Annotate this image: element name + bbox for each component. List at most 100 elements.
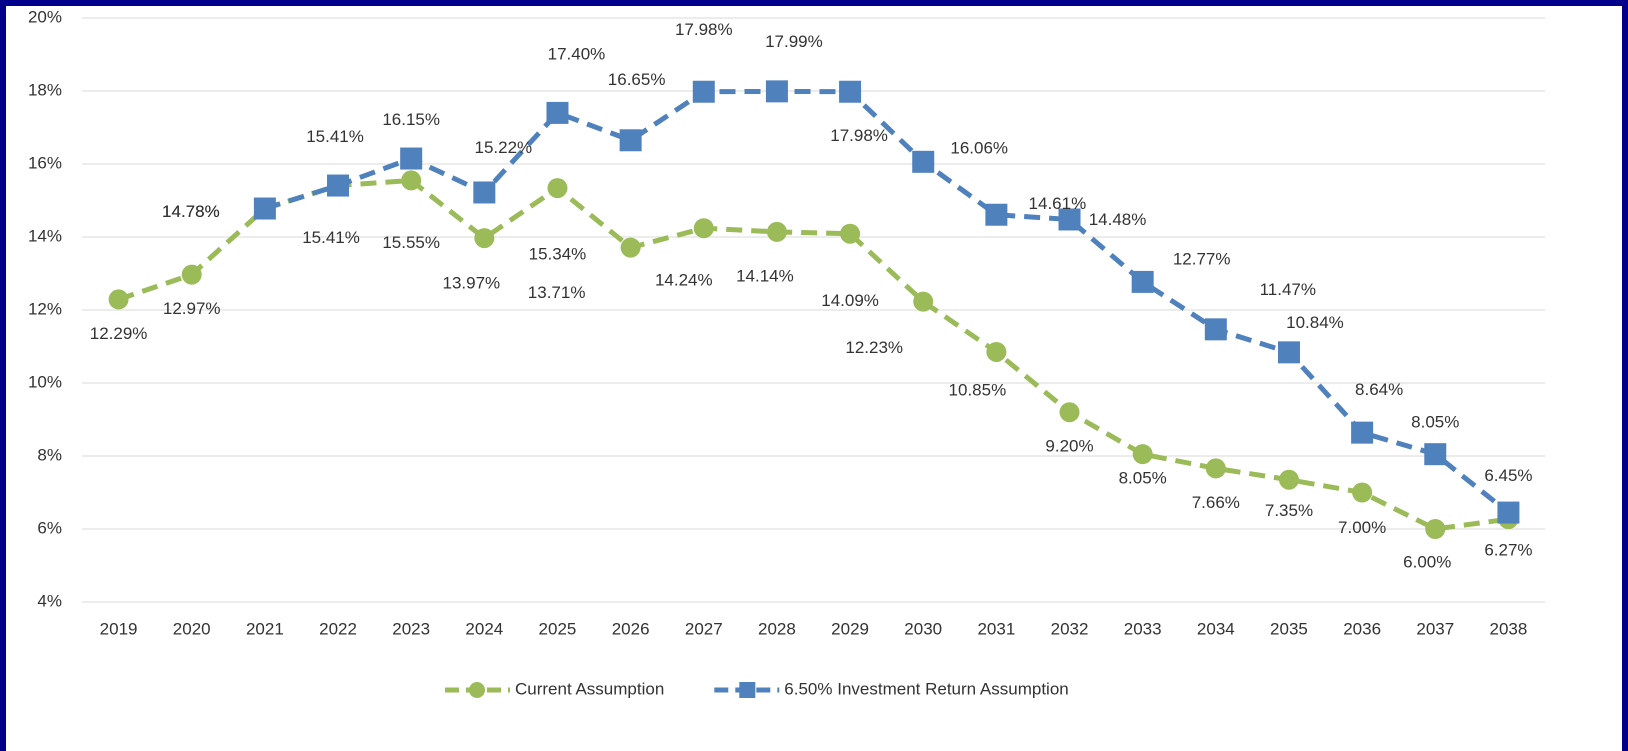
data-marker (1058, 208, 1081, 231)
x-tick-label: 2034 (1197, 619, 1235, 638)
x-tick-label: 2024 (465, 619, 503, 638)
data-marker (400, 147, 423, 170)
data-marker (108, 289, 129, 310)
y-tick-label: 12% (28, 299, 62, 318)
data-label: 16.65% (608, 70, 666, 89)
x-tick-label: 2029 (831, 619, 869, 638)
data-marker (1424, 443, 1447, 466)
data-label: 14.24% (655, 271, 713, 290)
data-label: 16.06% (950, 138, 1008, 157)
x-tick-label: 2027 (685, 619, 723, 638)
data-marker (839, 80, 862, 103)
data-label: 17.40% (548, 44, 606, 63)
data-label: 12.77% (1173, 249, 1231, 268)
data-marker (1132, 444, 1153, 465)
data-label: 14.09% (821, 291, 879, 310)
series-line (264, 88, 1510, 515)
x-tick-label: 2020 (173, 619, 211, 638)
x-tick-label: 2038 (1490, 619, 1528, 638)
data-marker (1352, 482, 1373, 503)
data-marker (327, 174, 350, 197)
data-marker (546, 101, 569, 124)
data-marker (474, 228, 495, 249)
y-tick-label: 6% (37, 518, 62, 537)
x-tick-label: 2026 (612, 619, 650, 638)
y-tick-label: 14% (28, 226, 62, 245)
data-label: 17.98% (830, 126, 888, 145)
data-label: 13.71% (528, 283, 586, 302)
data-label: 7.66% (1192, 493, 1240, 512)
data-label: 17.99% (765, 32, 823, 51)
x-tick-label: 2033 (1124, 619, 1162, 638)
y-tick-label: 18% (28, 80, 62, 99)
x-tick-label: 2035 (1270, 619, 1308, 638)
x-tick-label: 2031 (977, 619, 1015, 638)
data-marker (401, 170, 422, 191)
data-marker (473, 181, 496, 204)
x-tick-label: 2030 (904, 619, 942, 638)
data-marker (547, 178, 568, 199)
data-marker (1351, 421, 1374, 444)
data-marker (1204, 318, 1227, 341)
data-marker (1059, 402, 1080, 423)
data-label: 10.84% (1286, 313, 1344, 332)
series-line (117, 177, 1509, 532)
data-marker (620, 237, 641, 258)
x-tick-label: 2032 (1051, 619, 1089, 638)
y-tick-label: 4% (37, 591, 62, 610)
data-label: 15.55% (382, 233, 440, 252)
data-marker (986, 341, 1007, 362)
data-label: 12.29% (90, 324, 148, 343)
data-marker (1205, 458, 1226, 479)
legend-marker (739, 682, 756, 698)
data-label: 16.15% (382, 110, 440, 129)
y-tick-label: 16% (28, 153, 62, 172)
data-marker (253, 197, 276, 220)
data-label: 10.85% (949, 380, 1007, 399)
x-tick-label: 2028 (758, 619, 796, 638)
data-marker (692, 80, 715, 103)
data-label: 6.00% (1403, 552, 1451, 571)
data-label: 8.64% (1355, 380, 1403, 399)
x-tick-label: 2025 (539, 619, 577, 638)
data-label: 15.22% (474, 138, 532, 157)
data-marker (985, 203, 1008, 226)
y-tick-label: 20% (28, 7, 62, 26)
data-label: 14.14% (736, 266, 794, 285)
data-label: 17.98% (675, 20, 733, 39)
legend-label: Current Assumption (515, 679, 664, 698)
x-tick-label: 2022 (319, 619, 357, 638)
data-marker (1131, 270, 1154, 293)
data-label: 14.78% (162, 202, 220, 221)
data-marker (1278, 469, 1299, 490)
y-tick-label: 8% (37, 445, 62, 464)
data-marker (840, 223, 861, 244)
data-marker (1497, 501, 1520, 524)
data-label: 7.35% (1265, 501, 1313, 520)
x-tick-label: 2021 (246, 619, 284, 638)
data-label: 14.48% (1089, 210, 1147, 229)
data-marker (1277, 341, 1300, 364)
data-label: 14.78% (162, 202, 220, 221)
data-marker (913, 291, 934, 312)
data-marker (1425, 519, 1446, 539)
y-tick-label: 10% (28, 372, 62, 391)
data-marker (766, 221, 787, 242)
x-tick-label: 2037 (1416, 619, 1454, 638)
x-tick-label: 2019 (100, 619, 138, 638)
data-label: 12.97% (163, 299, 221, 318)
x-tick-label: 2023 (392, 619, 430, 638)
data-label: 6.27% (1484, 541, 1532, 560)
data-label: 15.41% (302, 228, 360, 247)
data-marker (619, 129, 642, 152)
data-marker (181, 264, 202, 285)
data-label: 8.05% (1411, 413, 1459, 432)
data-label: 15.34% (529, 245, 587, 264)
data-label: 15.41% (306, 127, 364, 146)
data-label: 9.20% (1045, 437, 1093, 456)
data-label: 8.05% (1119, 469, 1167, 488)
data-label: 6.45% (1484, 466, 1532, 485)
data-marker (765, 80, 788, 103)
data-label: 13.97% (442, 274, 500, 293)
